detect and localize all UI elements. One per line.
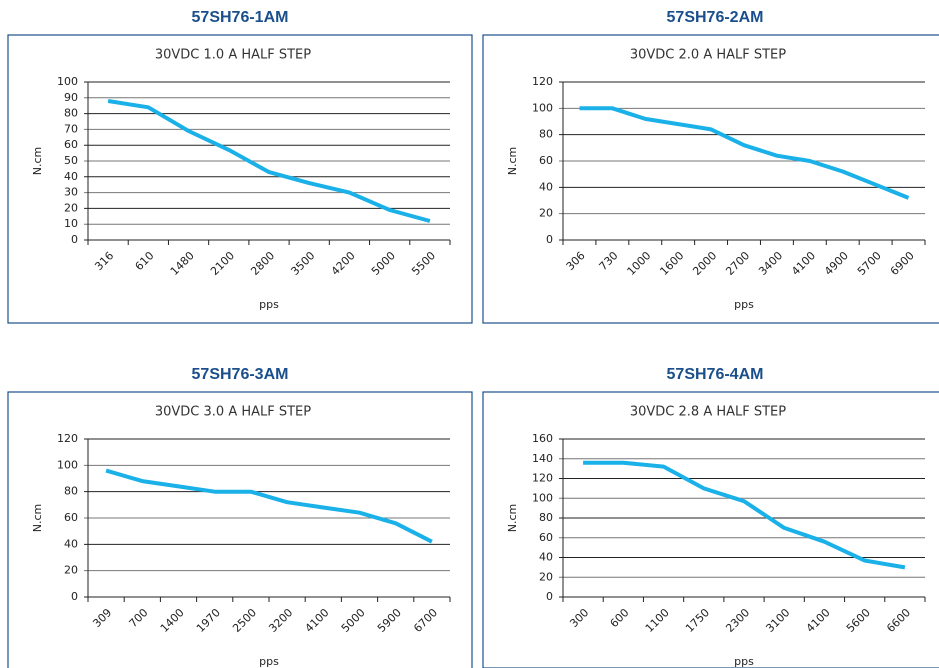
x-tick-label: 4100 [303, 606, 332, 635]
x-tick-label: 2800 [248, 249, 277, 278]
y-axis-label: N.cm [31, 147, 44, 176]
x-tick-label: 730 [597, 249, 621, 273]
y-tick-label: 80 [64, 485, 78, 498]
y-tick-label: 40 [539, 551, 553, 564]
chart-title: 30VDC 2.8 A HALF STEP [630, 405, 786, 420]
chart-title: 30VDC 2.0 A HALF STEP [630, 48, 786, 63]
y-axis-label: N.cm [506, 504, 519, 533]
panel-heading: 57SH76-2AM [667, 9, 764, 26]
x-tick-label: 3200 [266, 606, 295, 635]
x-axis-label: pps [734, 298, 754, 311]
y-tick-label: 40 [64, 537, 78, 550]
x-tick-label: 5000 [369, 249, 398, 278]
y-axis-label: N.cm [31, 504, 44, 533]
x-tick-label: 700 [127, 606, 151, 630]
y-tick-label: 60 [539, 154, 553, 167]
x-tick-label: 1600 [657, 249, 686, 278]
y-tick-label: 80 [539, 128, 553, 141]
y-tick-label: 60 [539, 531, 553, 544]
y-tick-label: 30 [64, 186, 78, 199]
y-tick-label: 0 [546, 233, 553, 246]
x-tick-label: 2100 [208, 249, 237, 278]
y-tick-label: 40 [539, 180, 553, 193]
x-tick-label: 5600 [844, 606, 873, 635]
y-tick-label: 160 [532, 432, 553, 445]
panel-frame [482, 34, 939, 324]
y-tick-label: 120 [532, 75, 553, 88]
x-tick-label: 5500 [409, 249, 438, 278]
y-tick-label: 20 [539, 207, 553, 220]
y-tick-label: 0 [546, 590, 553, 603]
x-tick-label: 6900 [888, 249, 917, 278]
y-tick-label: 10 [64, 217, 78, 230]
y-tick-label: 100 [57, 458, 78, 471]
x-axis-label: pps [259, 298, 279, 311]
panel-frame [482, 391, 939, 668]
y-tick-label: 0 [71, 590, 78, 603]
x-tick-label: 300 [567, 606, 591, 630]
x-tick-label: 4100 [804, 606, 833, 635]
y-tick-label: 50 [64, 154, 78, 167]
x-axis-label: pps [734, 655, 754, 668]
x-tick-label: 2500 [230, 606, 259, 635]
y-tick-label: 100 [532, 491, 553, 504]
x-tick-label: 5000 [339, 606, 368, 635]
y-tick-label: 140 [532, 452, 553, 465]
panel-heading: 57SH76-3AM [192, 366, 289, 383]
y-tick-label: 120 [532, 472, 553, 485]
chart-title: 30VDC 3.0 A HALF STEP [155, 405, 311, 420]
x-tick-label: 309 [90, 606, 114, 630]
y-tick-label: 40 [64, 170, 78, 183]
x-tick-label: 1750 [683, 606, 712, 635]
y-tick-label: 100 [57, 75, 78, 88]
x-tick-label: 1400 [158, 606, 187, 635]
x-tick-label: 6700 [411, 606, 440, 635]
x-tick-label: 5900 [375, 606, 404, 635]
x-tick-label: 6600 [884, 606, 913, 635]
x-tick-label: 4200 [329, 249, 358, 278]
x-tick-label: 3500 [288, 249, 317, 278]
y-tick-label: 90 [64, 91, 78, 104]
x-tick-label: 2300 [723, 606, 752, 635]
x-tick-label: 1480 [168, 249, 197, 278]
y-tick-label: 0 [71, 233, 78, 246]
y-tick-label: 120 [57, 432, 78, 445]
x-tick-label: 600 [608, 606, 632, 630]
y-tick-label: 60 [64, 138, 78, 151]
x-tick-label: 610 [133, 249, 157, 273]
chart-title: 30VDC 1.0 A HALF STEP [155, 48, 311, 63]
x-tick-label: 4100 [789, 249, 818, 278]
x-tick-label: 2000 [690, 249, 719, 278]
panel-heading: 57SH76-1AM [192, 9, 289, 26]
x-tick-label: 1000 [625, 249, 654, 278]
panel-frame [7, 34, 473, 324]
data-line [105, 468, 433, 544]
x-tick-label: 2700 [723, 249, 752, 278]
y-tick-label: 80 [539, 511, 553, 524]
y-tick-label: 60 [64, 511, 78, 524]
data-line [579, 106, 910, 200]
x-tick-label: 5700 [855, 249, 884, 278]
y-tick-label: 20 [64, 564, 78, 577]
x-tick-label: 306 [564, 249, 588, 273]
x-tick-label: 4900 [822, 249, 851, 278]
x-tick-label: 1100 [643, 606, 672, 635]
y-tick-label: 100 [532, 101, 553, 114]
x-axis-label: pps [259, 655, 279, 668]
y-tick-label: 20 [539, 570, 553, 583]
y-axis-label: N.cm [506, 147, 519, 176]
x-tick-label: 3100 [763, 606, 792, 635]
y-tick-label: 20 [64, 201, 78, 214]
data-line [583, 460, 906, 570]
y-tick-label: 70 [64, 122, 78, 135]
y-tick-label: 80 [64, 107, 78, 120]
x-tick-label: 316 [92, 249, 116, 273]
x-tick-label: 1970 [194, 606, 223, 635]
panel-frame [7, 391, 473, 668]
panel-heading: 57SH76-4AM [667, 366, 764, 383]
x-tick-label: 3400 [756, 249, 785, 278]
data-line [107, 99, 431, 223]
